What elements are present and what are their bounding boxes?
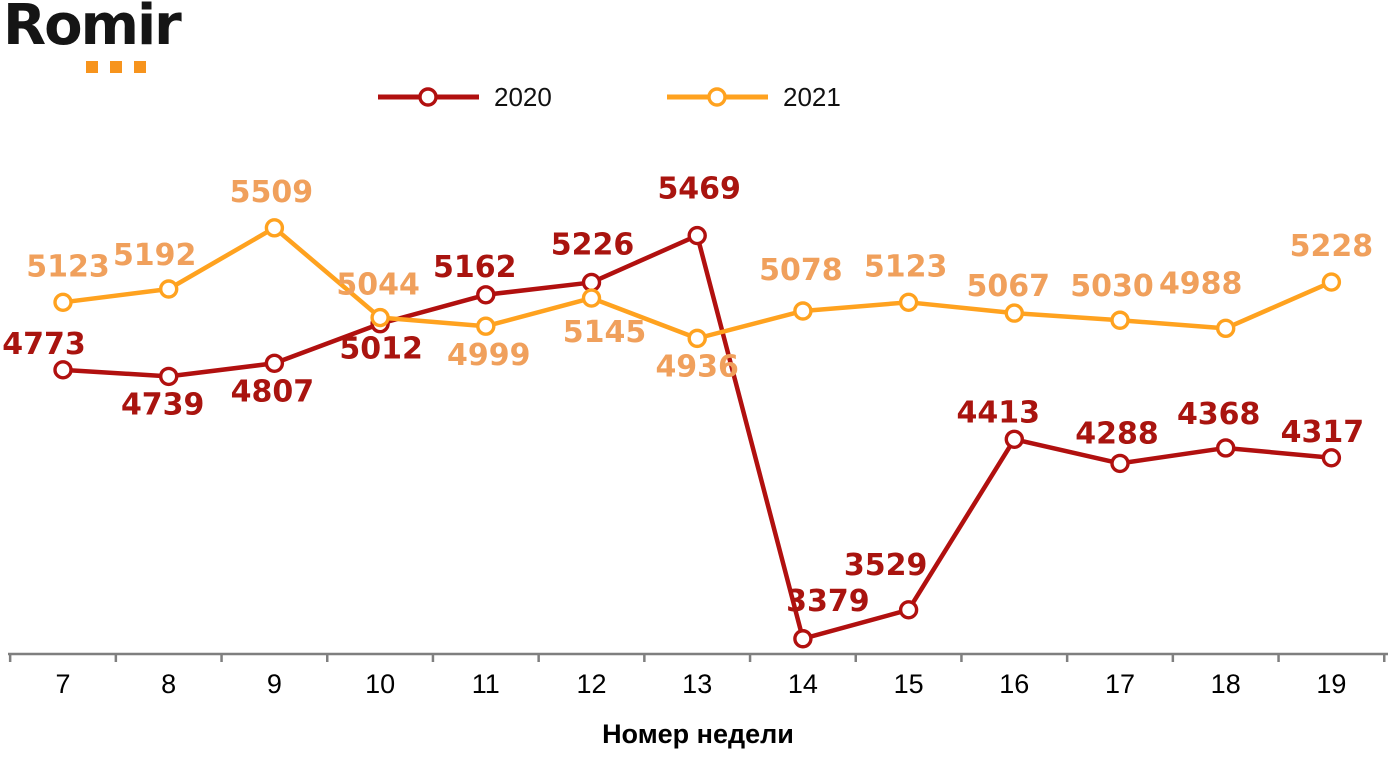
data-label-2021-w14: 5078 [759, 253, 843, 288]
data-point-2021-w15 [898, 292, 919, 313]
data-label-2020-w13: 5469 [657, 172, 741, 207]
logo-dot-icon [134, 61, 146, 73]
data-point-2021-w16 [1004, 303, 1024, 323]
data-point-2021-w10 [370, 307, 390, 328]
data-label-2021-w12: 5145 [563, 315, 647, 350]
legend-label-2021: 2021 [783, 82, 841, 112]
logo-dot-icon [110, 61, 122, 73]
legend-label-2020: 2020 [494, 82, 552, 112]
x-tick-label: 19 [1316, 669, 1346, 699]
data-label-2020-w14: 3379 [786, 584, 870, 619]
data-label-2020-w11: 5162 [433, 250, 517, 285]
x-tick-label: 7 [55, 669, 70, 699]
data-point-2020-w14 [793, 629, 813, 649]
data-label-2021-w17: 5030 [1070, 269, 1154, 304]
romir-logo: Romir [3, 0, 263, 84]
data-label-2021-w13: 4936 [655, 349, 739, 384]
data-point-2021-w7 [53, 292, 73, 313]
data-label-2020-w18: 4368 [1177, 397, 1261, 432]
data-label-2020-w19: 4317 [1281, 415, 1365, 450]
data-point-2020-w13 [687, 225, 707, 246]
data-point-2021-w14 [793, 301, 813, 321]
data-point-2021-w8 [158, 279, 179, 299]
data-point-2021-w19 [1321, 272, 1342, 292]
legend-swatch-2021-icon [667, 87, 768, 107]
data-label-2020-w16: 4413 [957, 395, 1041, 430]
romir-logo-text: Romir [3, 0, 182, 58]
data-label-2021-w18: 4988 [1159, 266, 1243, 301]
data-point-2020-w16 [1004, 429, 1024, 449]
logo-dot-icon [86, 61, 98, 73]
x-tick-label: 14 [788, 669, 818, 699]
data-point-2020-w8 [158, 366, 179, 387]
x-tick-label: 15 [894, 669, 924, 699]
data-point-2021-w9 [264, 218, 285, 238]
x-tick-label: 13 [682, 669, 712, 699]
data-point-2021-w18 [1215, 318, 1236, 339]
data-point-2020-w17 [1110, 453, 1130, 474]
data-label-2020-w7: 4773 [2, 327, 86, 362]
data-label-2020-w15: 3529 [844, 548, 928, 583]
x-tick-label: 9 [267, 669, 282, 699]
data-label-2020-w12: 5226 [551, 227, 635, 262]
data-label-2021-w10: 5044 [336, 268, 420, 303]
data-point-2021-w13 [687, 328, 707, 349]
data-label-2020-w17: 4288 [1075, 416, 1159, 451]
data-point-2020-w19 [1321, 448, 1342, 468]
data-point-2021-w12 [581, 288, 602, 308]
data-point-2020-w15 [898, 600, 919, 620]
data-point-2020-w18 [1215, 438, 1236, 458]
data-point-2020-w9 [264, 353, 285, 373]
romir-logo-dots-icon [86, 61, 158, 73]
data-label-2021-w9: 5509 [230, 175, 314, 210]
data-label-2021-w16: 5067 [967, 269, 1051, 304]
legend-item-2020: 2020 [378, 80, 552, 114]
data-label-2021-w11: 4999 [447, 338, 531, 373]
x-tick-label: 16 [999, 669, 1029, 699]
x-tick-label: 8 [161, 669, 176, 699]
data-label-2021-w19: 5228 [1290, 229, 1374, 264]
data-label-2020-w10: 5012 [339, 332, 423, 367]
data-label-2020-w9: 4807 [231, 374, 315, 409]
data-point-2021-w17 [1110, 310, 1130, 330]
data-label-2021-w7: 5123 [26, 249, 110, 284]
x-tick-label: 18 [1211, 669, 1241, 699]
data-point-2020-w7 [53, 360, 73, 380]
legend-item-2021: 2021 [667, 80, 841, 114]
data-point-2020-w11 [476, 285, 496, 305]
data-point-2021-w11 [476, 316, 496, 336]
data-point-2020-w12 [581, 272, 602, 293]
x-axis-title: Номер недели [602, 719, 794, 749]
x-tick-label: 12 [576, 669, 606, 699]
x-tick-label: 11 [472, 669, 500, 699]
x-tick-label: 10 [365, 669, 395, 699]
legend-swatch-2020-icon [378, 87, 479, 107]
data-label-2021-w8: 5192 [113, 238, 197, 273]
x-tick-label: 17 [1105, 669, 1135, 699]
data-label-2021-w15: 5123 [864, 249, 948, 284]
data-label-2020-w8: 4739 [121, 387, 205, 422]
